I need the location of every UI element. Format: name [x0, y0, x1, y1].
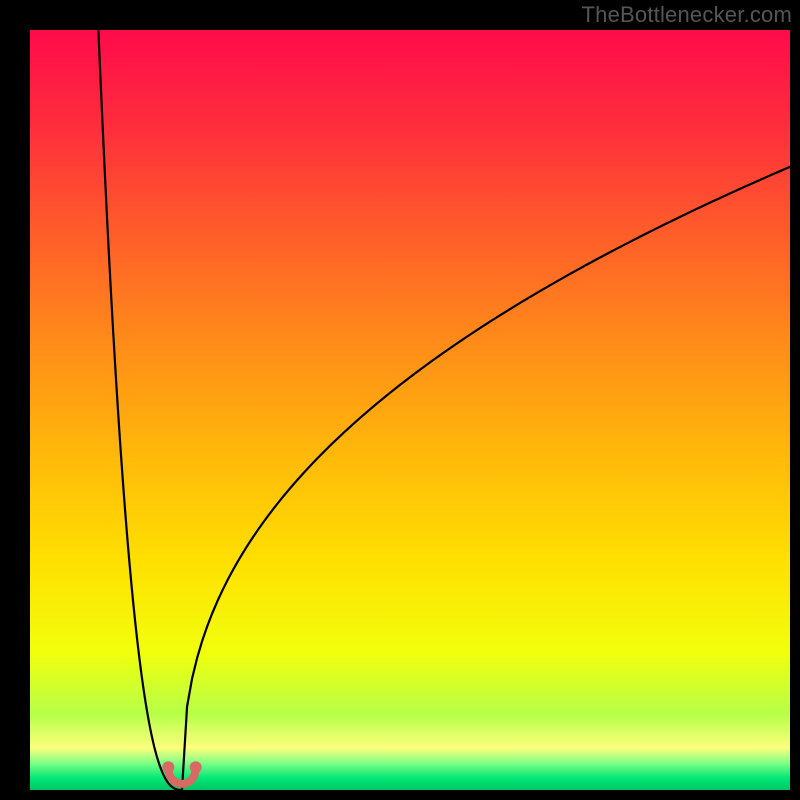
watermark-text: TheBottlenecker.com [582, 2, 792, 28]
gradient-background [30, 30, 790, 790]
endpoint-marker-1 [190, 761, 202, 773]
plot-svg [30, 30, 790, 790]
plot-area [30, 30, 790, 790]
endpoint-marker-0 [162, 761, 174, 773]
chart-frame: TheBottlenecker.com [0, 0, 800, 800]
